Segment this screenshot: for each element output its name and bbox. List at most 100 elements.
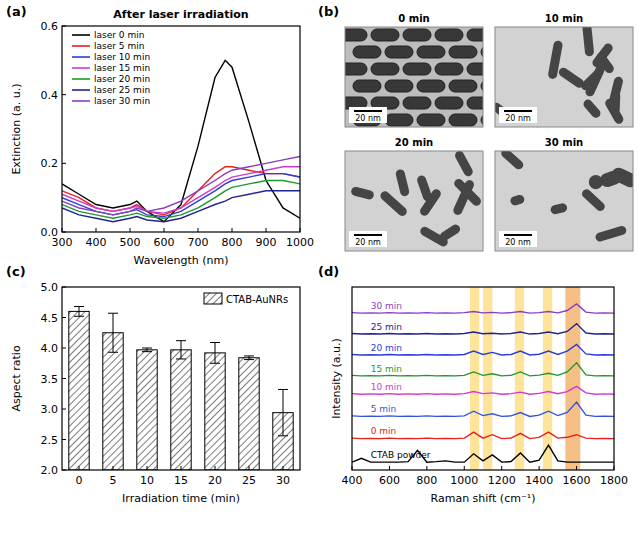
scale-bar-label: 20 nm: [355, 238, 381, 247]
error-bar: [210, 343, 220, 364]
x-tick-label: 5: [110, 474, 117, 487]
bar: [137, 350, 157, 470]
nanorod: [385, 114, 413, 126]
nanorod: [435, 29, 463, 41]
error-stem: [283, 389, 284, 435]
legend-label: laser 0 min: [94, 30, 144, 40]
legend-label: laser 30 min: [94, 96, 150, 106]
nanorod: [467, 29, 483, 41]
tile-title: 0 min: [398, 13, 429, 24]
nanorod: [594, 225, 627, 243]
error-cap: [210, 342, 220, 343]
legend-swatch: [72, 45, 90, 47]
x-tick: [96, 228, 97, 232]
scale-bar-box: [349, 231, 387, 247]
plot-frame: [352, 287, 614, 470]
y-tick: [62, 287, 66, 288]
nanorod: [403, 63, 431, 75]
error-cap: [74, 316, 84, 317]
scale-bar: [354, 234, 382, 236]
y-tick-label: 2.0: [41, 464, 59, 477]
error-cap: [244, 359, 254, 360]
series-line: [352, 445, 614, 462]
nanorod: [449, 46, 477, 58]
x-tick: [79, 466, 80, 470]
tile-title: 10 min: [545, 13, 583, 24]
tem-image: [495, 151, 633, 251]
tem-background: [345, 27, 483, 127]
tile-border: [495, 27, 633, 127]
nanorod: [403, 97, 431, 109]
nanorod: [550, 202, 568, 215]
tile-title: 30 min: [545, 137, 583, 148]
bar: [171, 350, 191, 470]
y-tick-label: 5.0: [41, 281, 59, 294]
nanorod: [371, 29, 399, 41]
y-tick-label: 0.2: [41, 157, 59, 170]
y-tick: [62, 232, 66, 233]
nanorod: [416, 174, 433, 202]
x-tick-label: 400: [342, 474, 363, 487]
error-cap: [278, 435, 288, 436]
tem-image: [345, 151, 483, 251]
x-tick: [352, 466, 353, 470]
error-cap: [176, 358, 186, 359]
x-tick-label: 30: [276, 474, 290, 487]
nanorod: [509, 194, 525, 206]
legend: CTAB-AuNRs: [204, 293, 288, 305]
x-axis-title: Raman shift (cm⁻¹): [431, 492, 536, 505]
y-tick: [62, 26, 66, 27]
y-tick: [62, 409, 66, 410]
x-tick: [113, 466, 114, 470]
x-tick-label: 1000: [450, 474, 478, 487]
legend-label: CTAB-AuNRs: [226, 294, 288, 305]
x-tick-label: 700: [188, 236, 209, 249]
error-cap: [244, 355, 254, 356]
nanorod: [353, 80, 381, 92]
scale-bar-box: [349, 107, 387, 123]
y-tick-label: 4.5: [41, 312, 59, 325]
nanorod: [584, 63, 606, 97]
scale-bar-label: 20 nm: [355, 114, 381, 123]
panel-d: (d)40060080010001200140016001800Raman sh…: [318, 264, 628, 505]
legend-label: laser 10 min: [94, 52, 150, 62]
plot-area: [62, 60, 300, 221]
x-tick: [501, 466, 502, 470]
legend-label: laser 15 min: [94, 63, 150, 73]
y-tick: [62, 439, 66, 440]
series-label: CTAB powder: [371, 450, 431, 460]
nanorod: [557, 66, 585, 90]
y-axis-title: Aspect ratio: [10, 345, 23, 411]
chart-title: After laser irradiation: [113, 8, 248, 21]
x-tick: [576, 466, 577, 470]
nanorod: [467, 63, 483, 75]
series-line: [62, 60, 300, 221]
nanorod: [353, 114, 381, 126]
error-stem: [181, 341, 182, 359]
x-tick-label: 500: [120, 236, 141, 249]
highlight-band: [565, 287, 580, 470]
nanorod: [449, 114, 477, 126]
legend-swatch: [72, 89, 90, 91]
x-tick: [539, 466, 540, 470]
x-tick-label: 1200: [488, 474, 516, 487]
x-tick-label: 10: [140, 474, 154, 487]
nanorod: [385, 46, 413, 58]
y-tick-label: 0.0: [41, 226, 59, 239]
y-tick-label: 0.4: [41, 89, 59, 102]
y-tick-label: 3.5: [41, 373, 59, 386]
panel-a: (a)After laser irradiation30040050060070…: [6, 4, 314, 267]
x-tick: [62, 228, 63, 232]
x-tick-label: 1800: [600, 474, 628, 487]
error-bar: [278, 389, 288, 435]
error-bar: [74, 307, 84, 317]
series-line: [62, 167, 300, 213]
error-cap: [278, 389, 288, 390]
x-tick-label: 600: [379, 474, 400, 487]
bar: [69, 311, 89, 470]
highlight-band: [483, 287, 492, 470]
scale-bar-box: [499, 231, 537, 247]
y-tick-label: 0.6: [41, 20, 59, 33]
x-tick: [181, 466, 182, 470]
error-stem: [79, 307, 80, 317]
